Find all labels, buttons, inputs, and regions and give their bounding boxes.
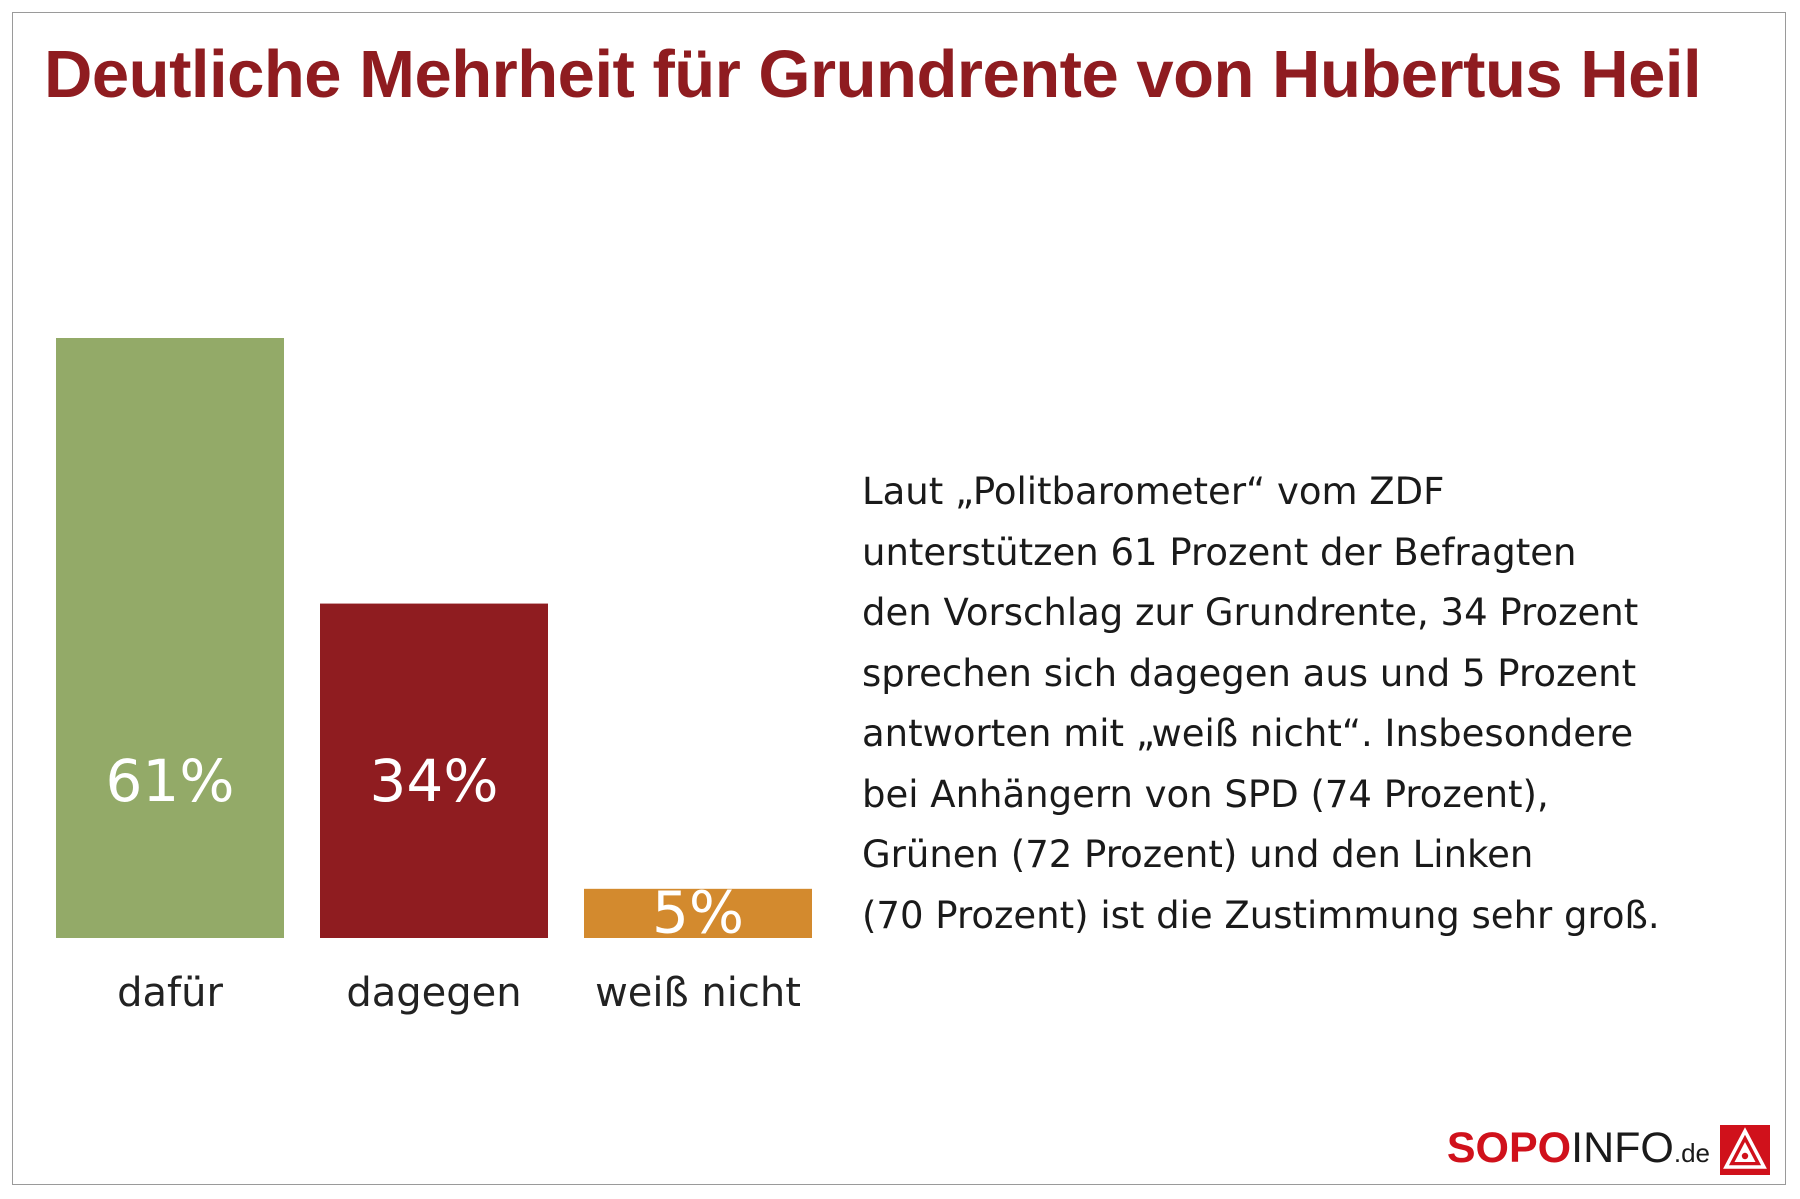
- footer-brand: SOPOINFO.de: [1447, 1125, 1770, 1175]
- description-text: Laut „Politbarometer“ vom ZDF unterstütz…: [862, 462, 1722, 946]
- bar-0: [56, 338, 284, 938]
- bar-value-label: 34%: [370, 747, 499, 815]
- chart-title: Deutliche Mehrheit für Grundrente von Hu…: [44, 37, 1702, 112]
- bar-value-label: 5%: [652, 878, 744, 946]
- description-line: sprechen sich dagegen aus und 5 Prozent: [862, 651, 1637, 695]
- brand-regular: INFO: [1571, 1124, 1674, 1172]
- bar-value-label: 61%: [106, 747, 235, 815]
- description-line: unterstützen 61 Prozent der Befragten: [862, 530, 1577, 574]
- description-line: bei Anhängern von SPD (74 Prozent),: [862, 772, 1549, 816]
- brand-suffix: .de: [1673, 1138, 1710, 1168]
- chart-frame: [12, 12, 1786, 1185]
- bar-2: [584, 888, 812, 938]
- description-line: antworten mit „weiß nicht“. Insbesondere: [862, 712, 1634, 755]
- category-label: dagegen: [346, 970, 521, 1016]
- ig-metall-logo-icon: [1720, 1125, 1770, 1175]
- description-line: (70 Prozent) ist die Zustimmung sehr gro…: [862, 893, 1660, 937]
- category-label: weiß nicht: [595, 970, 801, 1016]
- bar-1: [320, 603, 548, 938]
- bars-group: 61% dafür 34% dagegen 5% weiß nicht: [56, 338, 812, 1016]
- sopoinfo-brand[interactable]: SOPOINFO.de: [1447, 1127, 1710, 1175]
- description-line: Grünen (72 Prozent) und den Linken: [862, 833, 1534, 876]
- brand-bold: SOPO: [1446, 1124, 1572, 1172]
- category-label: dafür: [117, 970, 223, 1016]
- description-line: Laut „Politbarometer“ vom ZDF: [862, 470, 1445, 513]
- description-line: den Vorschlag zur Grundrente, 34 Prozent: [862, 591, 1639, 634]
